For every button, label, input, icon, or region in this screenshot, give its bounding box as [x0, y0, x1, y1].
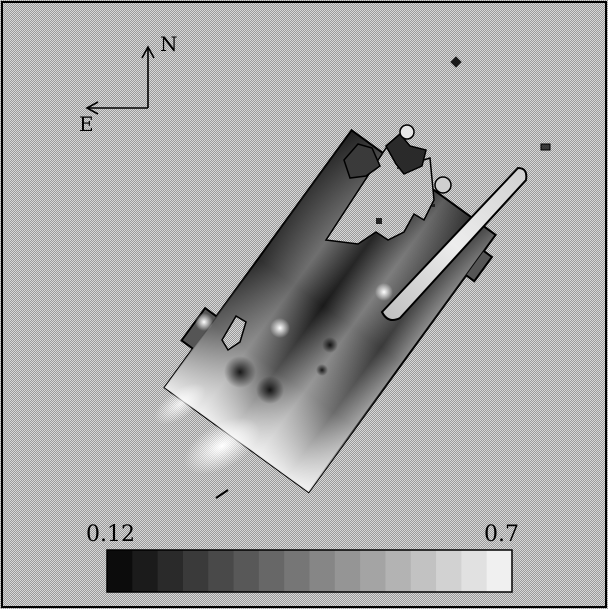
east-arrow-head [85, 101, 99, 115]
north-label: N [160, 32, 178, 56]
colorbar-min-label: 0.12 [86, 522, 135, 547]
bright-streak [380, 166, 528, 321]
small-mark [215, 489, 229, 499]
map-hole [221, 314, 247, 352]
colorbar-step [436, 550, 462, 592]
colorbar-frame [106, 549, 513, 593]
bright-region [184, 417, 260, 475]
bright-spot [375, 283, 393, 301]
colorbar-step [461, 550, 488, 592]
colorbar-step [182, 550, 209, 592]
colorbar-step [284, 550, 311, 592]
colorbar [107, 550, 513, 592]
colorbar-step [385, 550, 412, 592]
colorbar-step [360, 550, 387, 592]
colorbar-step [309, 550, 336, 592]
compass [85, 45, 155, 115]
colorbar-step [233, 550, 260, 592]
colorbar-max-label: 0.7 [484, 522, 519, 547]
colorbar-step [410, 550, 437, 592]
colorbar-step [208, 550, 235, 592]
bright-spot [270, 318, 290, 338]
intensity-map [154, 56, 551, 499]
colorbar-step [258, 550, 285, 592]
colorbar-step [132, 550, 159, 592]
colorbar-step [107, 550, 133, 592]
colorbar-step [334, 550, 361, 592]
east-label: E [79, 112, 94, 136]
north-arrow-head [141, 45, 155, 59]
colorbar-step [157, 550, 184, 592]
colorbar-step [486, 550, 513, 592]
bright-spot [195, 313, 213, 331]
